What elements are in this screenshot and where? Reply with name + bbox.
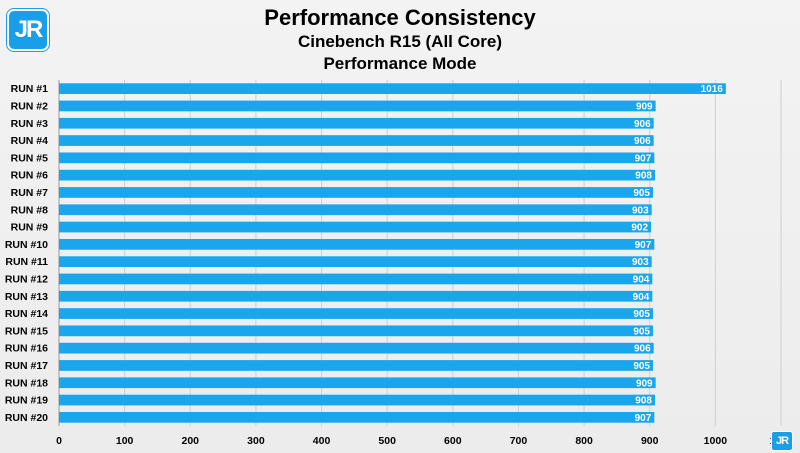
category-label-run-5: RUN #5 [11,152,49,164]
data-label-run-2: 909 [636,101,653,112]
bar-run-1 [59,83,726,95]
data-label-run-16: 906 [634,344,651,355]
x-tick-label-100: 100 [116,435,134,447]
category-label-run-19: RUN #19 [5,395,48,407]
bar-run-8 [59,204,652,216]
data-label-run-3: 906 [634,119,651,130]
data-label-run-17: 905 [633,361,650,372]
x-tick-label-200: 200 [182,435,200,447]
category-label-run-17: RUN #17 [5,360,48,372]
chart-subtitle-line-2: Performance Mode [323,54,477,73]
bar-run-2 [59,100,656,112]
x-tick-label-900: 900 [641,435,659,447]
bar-run-12 [59,273,653,285]
data-label-run-11: 903 [632,257,649,268]
category-label-run-18: RUN #18 [5,377,48,389]
jr-watermark-logo: JR [771,431,793,451]
x-tick-label-600: 600 [444,435,462,447]
data-label-run-9: 902 [631,223,648,234]
data-label-run-19: 908 [635,396,652,407]
category-label-run-7: RUN #7 [11,187,49,199]
category-label-run-14: RUN #14 [5,308,48,320]
data-label-run-20: 907 [635,413,652,424]
x-tick-label-0: 0 [56,435,62,447]
chart-title: Performance Consistency [264,5,536,30]
category-label-run-11: RUN #11 [5,256,48,268]
data-label-run-18: 909 [636,378,653,389]
data-label-run-7: 905 [633,188,650,199]
bar-run-6 [59,169,655,181]
category-label-run-9: RUN #9 [11,222,49,234]
bar-run-17 [59,360,654,371]
bar-run-15 [59,325,654,337]
bar-run-3 [59,117,654,129]
chart-titles: Performance Consistency Cinebench R15 (A… [0,4,800,75]
bar-run-4 [59,135,654,146]
x-tick-label-500: 500 [378,435,396,447]
bar-run-20 [59,411,655,423]
data-label-run-4: 906 [634,136,651,147]
jr-logo: JR [7,9,49,51]
bar-run-14 [59,308,654,319]
category-label-run-3: RUN #3 [11,118,49,130]
category-label-run-6: RUN #6 [11,170,49,182]
data-label-run-10: 907 [635,240,652,251]
data-label-run-12: 904 [633,274,650,285]
x-tick-label-1000: 1000 [704,435,728,447]
category-label-run-4: RUN #4 [11,135,49,147]
category-label-run-16: RUN #16 [5,343,48,355]
bar-run-16 [59,342,654,354]
data-label-run-13: 904 [633,292,650,303]
bar-run-10 [59,238,655,250]
data-label-run-14: 905 [633,309,650,320]
category-label-run-13: RUN #13 [5,291,48,303]
data-label-run-5: 907 [635,153,652,164]
bar-run-11 [59,256,652,268]
category-label-run-12: RUN #12 [5,273,48,285]
data-label-run-15: 905 [633,326,650,337]
data-label-run-8: 903 [632,205,649,216]
x-tick-label-300: 300 [247,435,265,447]
x-tick-label-400: 400 [313,435,331,447]
bar-run-9 [59,221,652,233]
data-label-run-1: 1016 [701,84,724,95]
data-label-run-6: 908 [635,171,652,182]
x-tick-label-700: 700 [510,435,528,447]
bar-run-18 [59,377,656,389]
category-label-run-10: RUN #10 [5,239,48,251]
chart-subtitle-line-1: Cinebench R15 (All Core) [297,32,503,51]
category-label-run-8: RUN #8 [11,204,49,216]
bar-run-19 [59,394,655,406]
bar-run-13 [59,290,653,302]
category-label-run-2: RUN #2 [11,100,49,112]
x-tick-label-800: 800 [575,435,593,447]
bar-run-5 [59,152,655,164]
category-label-run-1: RUN #1 [11,83,49,95]
bar-run-7 [59,187,654,198]
category-label-run-20: RUN #20 [5,412,48,424]
category-label-run-15: RUN #15 [5,325,48,337]
